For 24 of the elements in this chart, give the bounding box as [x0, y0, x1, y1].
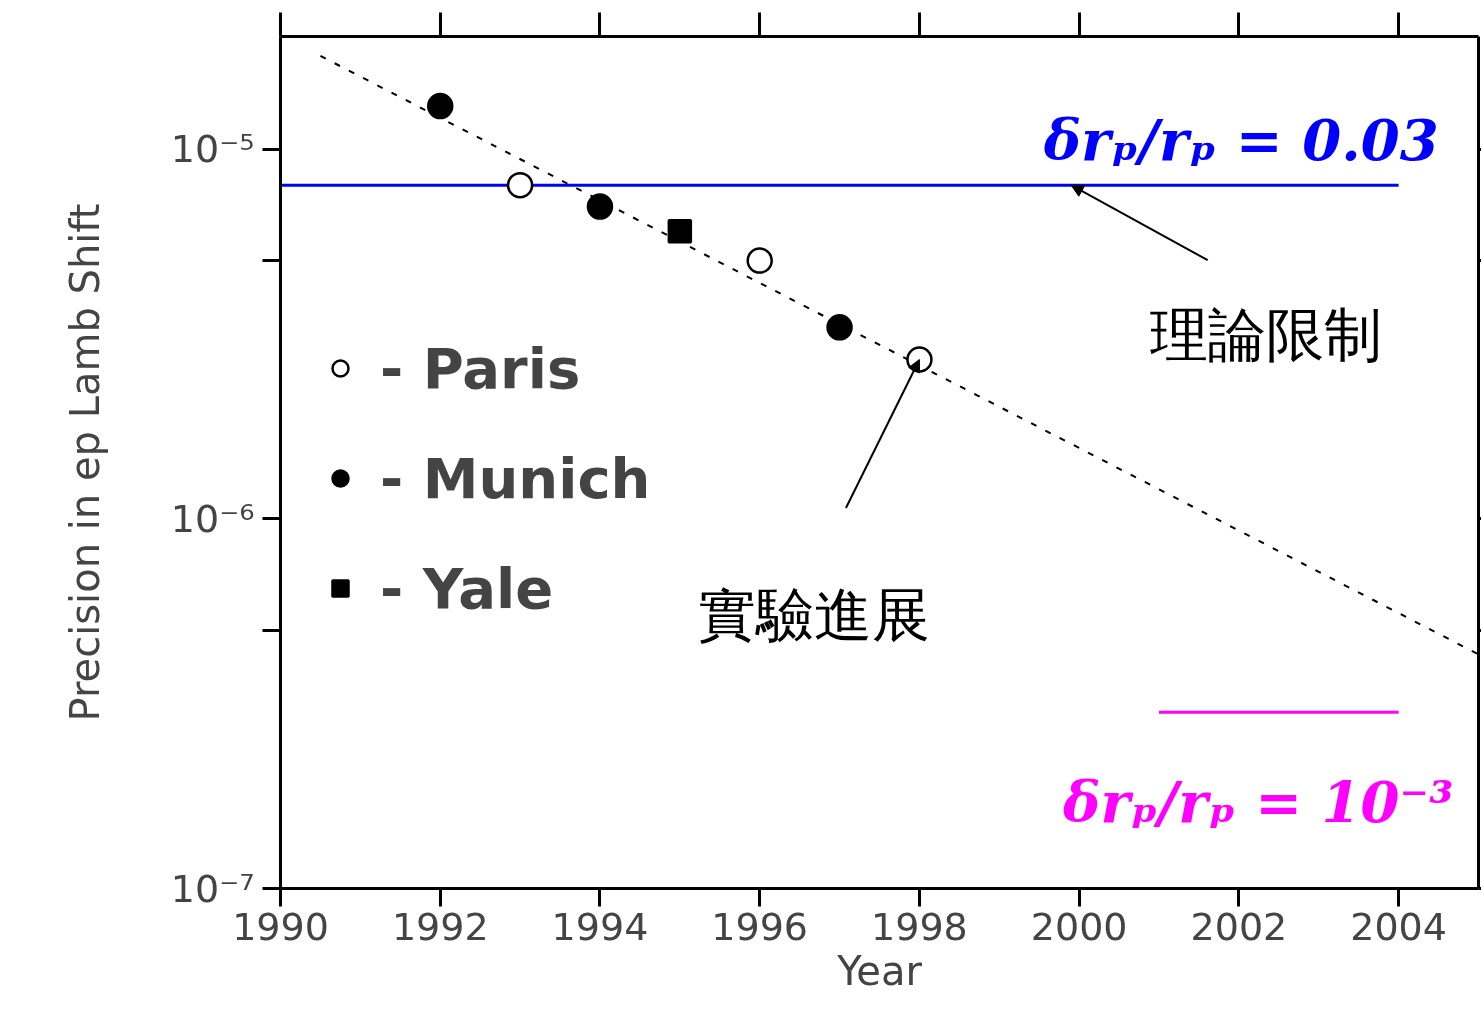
point	[746, 247, 773, 274]
x-tick-label: 1996	[711, 904, 809, 949]
y-axis-title: Precision in ep Lamb Shift	[61, 203, 108, 722]
point	[667, 219, 693, 244]
x-tick-label: 2002	[1190, 904, 1288, 949]
x-tick-label: 1998	[871, 904, 968, 949]
legend-label: - Munich	[380, 444, 651, 513]
annotation: 理論限制	[1150, 301, 1383, 370]
x-tick-label: 1992	[391, 904, 489, 949]
legend-label: - Paris	[380, 334, 581, 403]
y-tick-label: 10⁻⁵	[170, 127, 255, 172]
annotation: 實驗進展	[698, 580, 931, 649]
point	[826, 314, 853, 341]
annotation: δrₚ/rₚ = 10⁻³	[1062, 769, 1454, 836]
point	[506, 171, 534, 199]
annotation: δrₚ/rₚ = 0.03	[1042, 107, 1439, 174]
x-tick-label: 1994	[551, 904, 649, 949]
point	[426, 92, 454, 120]
x-tick-label: 2000	[1030, 904, 1128, 949]
point	[586, 193, 614, 220]
x-axis-title: Year	[836, 947, 923, 994]
x-tick-label: 2004	[1350, 904, 1447, 949]
y-tick-label: 10⁻⁶	[170, 496, 255, 541]
legend-label: - Yale	[380, 554, 554, 623]
